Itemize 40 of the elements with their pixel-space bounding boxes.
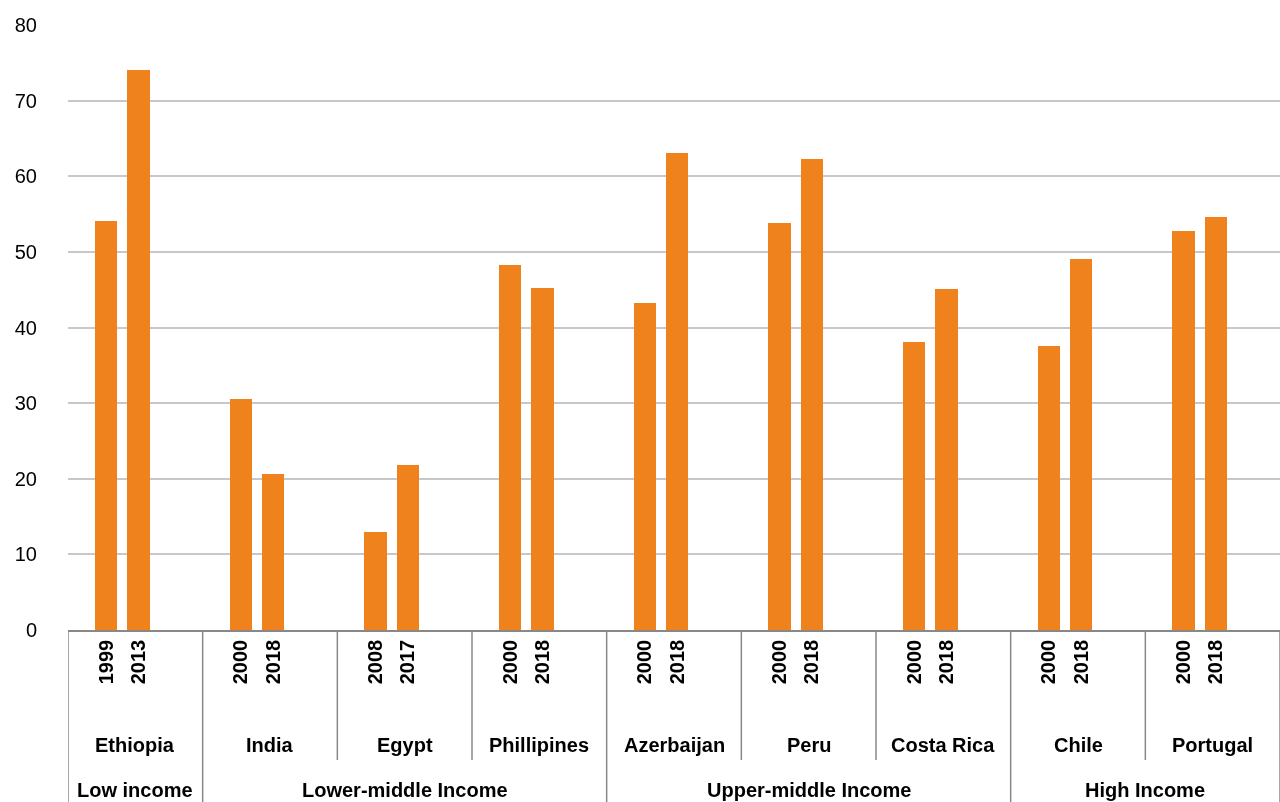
x-tick-label: 2018	[1069, 639, 1092, 685]
x-tick-label: 2017	[396, 639, 419, 685]
x-tick-label: 2013	[126, 639, 149, 685]
x-tick-label: 2000	[498, 639, 521, 685]
text: High Income	[1085, 779, 1206, 801]
text: Costa Rica	[891, 734, 996, 756]
y-tick-label: 60	[14, 165, 37, 188]
text: Chile	[1054, 734, 1103, 756]
x-tick-label: 2000	[767, 639, 790, 685]
x-tick-label: 2018	[800, 639, 823, 685]
text: Phillipines	[489, 734, 590, 756]
text: Peru	[787, 734, 832, 756]
x-tick-label: 2018	[1204, 639, 1227, 685]
text: Ethiopia	[95, 734, 175, 756]
x-tick-label: 1999	[94, 639, 117, 685]
x-tick-label: 2000	[633, 639, 656, 685]
x-tick-label: 2000	[1037, 639, 1060, 685]
text: Lower-middle Income	[302, 779, 508, 801]
x-tick-label: 2018	[530, 639, 553, 685]
x-tick-label: 2018	[934, 639, 957, 685]
y-tick-label: 80	[14, 14, 37, 36]
x-tick-label: 2018	[665, 639, 688, 685]
text: Portugal	[1172, 734, 1254, 756]
x-tick-label: 2000	[1171, 639, 1194, 685]
x-tick-label: 2000	[229, 639, 252, 685]
text: Egypt	[377, 734, 433, 756]
text: Azerbaijan	[624, 734, 726, 756]
x-tick-label: 2008	[363, 639, 386, 685]
y-tick-label: 0	[25, 619, 37, 641]
y-tick-label: 30	[14, 392, 37, 415]
y-tick-label: 50	[14, 240, 37, 263]
x-tick-label: 2000	[902, 639, 925, 685]
y-tick-label: 10	[14, 543, 37, 566]
y-tick-label: 70	[14, 89, 37, 112]
text: India	[246, 734, 294, 756]
x-tick-label: 2018	[261, 639, 284, 685]
y-tick-label: 20	[14, 467, 37, 490]
text: Low income	[77, 779, 193, 801]
y-tick-label: 40	[14, 316, 37, 339]
text: Upper-middle Income	[707, 779, 912, 801]
